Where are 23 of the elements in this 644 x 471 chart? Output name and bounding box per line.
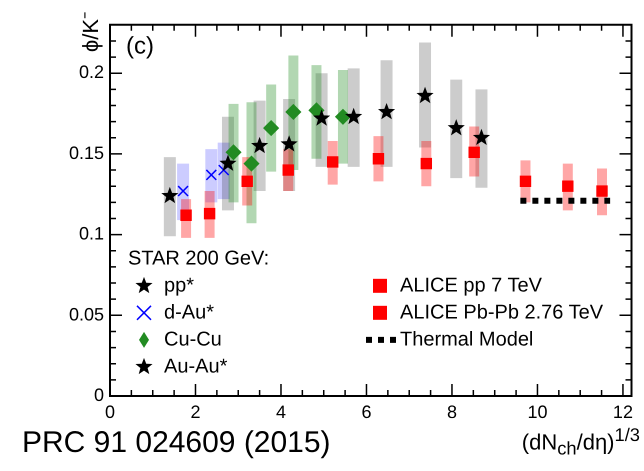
legend-label: d-Au* bbox=[164, 301, 214, 324]
x-tick-label: 10 bbox=[527, 402, 548, 422]
y-tick-label: 0.1 bbox=[78, 224, 104, 244]
x-axis-title: (dN$_{ch}$/dη)$^{1/3}$ bbox=[522, 424, 640, 460]
legend-label: Cu-Cu bbox=[164, 328, 222, 350]
legend-label: Thermal Model bbox=[400, 328, 534, 350]
x-tick-label: 6 bbox=[361, 402, 372, 422]
x-tick-label: 8 bbox=[446, 402, 457, 422]
legend-label: ALICE Pb-Pb 2.76 TeV bbox=[400, 301, 604, 324]
text: PRC 91 024609 (2015) bbox=[22, 426, 331, 460]
x-tick-label: 12 bbox=[612, 402, 633, 422]
y-tick-label: 0.05 bbox=[68, 304, 104, 324]
legend-title: STAR 200 GeV: bbox=[128, 247, 270, 270]
y-tick-label: 0.2 bbox=[78, 62, 104, 82]
x-tick-label: 2 bbox=[190, 402, 200, 422]
y-tick-label: 0.15 bbox=[68, 142, 104, 163]
x-tick-label: 4 bbox=[276, 402, 286, 422]
legend-label: Au-Au* bbox=[164, 355, 228, 378]
legend-label: ALICE pp 7 TeV bbox=[400, 274, 543, 296]
legend-label: pp* bbox=[164, 274, 194, 296]
y-axis-title: ϕ/K⁻ bbox=[77, 12, 104, 52]
y-tick-label: 0 bbox=[94, 384, 104, 405]
annotation: (c) bbox=[126, 32, 154, 60]
